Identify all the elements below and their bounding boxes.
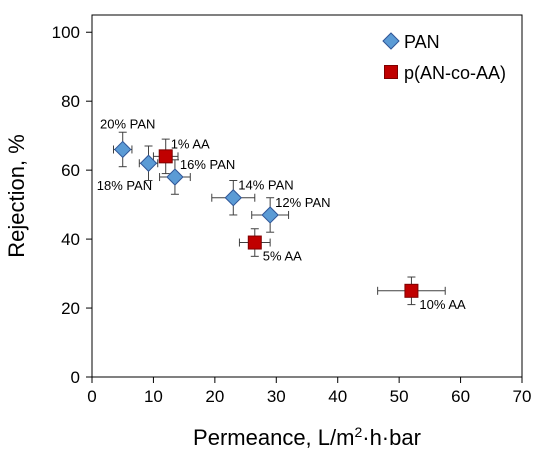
pan-point <box>139 154 158 172</box>
x-tick-label: 60 <box>451 387 470 406</box>
legend-pan-marker <box>382 32 400 50</box>
x-tick-label: 20 <box>205 387 224 406</box>
point-label: 18% PAN <box>97 178 152 193</box>
point-label: 10% AA <box>419 297 466 312</box>
x-tick-label: 30 <box>267 387 286 406</box>
pan-point <box>261 206 279 224</box>
pan-point <box>166 168 184 186</box>
legend-label: PAN <box>404 32 440 52</box>
axes: 0 10 20 30 40 50 60 70 0 20 40 60 80 100 Permeance, L/… <box>4 14 532 450</box>
y-tick-label: 40 <box>61 230 80 249</box>
x-tick-label: 50 <box>390 387 409 406</box>
pan-point <box>114 140 132 159</box>
error-bars <box>113 131 446 306</box>
x-axis-title: Permeance, L/m2·h·bar <box>193 424 421 450</box>
data-markers <box>114 140 419 298</box>
point-label: 14% PAN <box>238 178 293 193</box>
plot-frame <box>91 14 523 378</box>
y-tick-label: 80 <box>61 92 80 111</box>
legend: PAN p(AN-co-AA) <box>382 32 506 83</box>
aa-point <box>158 149 173 164</box>
x-tick-label: 70 <box>513 387 532 406</box>
point-label: 5% AA <box>263 249 302 264</box>
point-label: 16% PAN <box>180 157 235 172</box>
legend-label: p(AN-co-AA) <box>404 63 506 83</box>
x-tick-label: 0 <box>87 387 96 406</box>
y-tick-label: 0 <box>71 368 80 387</box>
legend-aa-marker <box>384 65 398 79</box>
point-label: 20% PAN <box>100 116 155 131</box>
point-label: 1% AA <box>171 136 210 151</box>
aa-point <box>247 235 262 250</box>
y-axis-title: Rejection, % <box>4 134 29 258</box>
point-label: 12% PAN <box>275 195 330 210</box>
y-tick-label: 20 <box>61 299 80 318</box>
x-tick-label: 10 <box>144 387 163 406</box>
pan-point <box>224 189 242 207</box>
y-tick-label: 100 <box>52 23 80 42</box>
aa-point <box>404 283 419 298</box>
x-tick-label: 40 <box>328 387 347 406</box>
y-tick-label: 60 <box>61 161 80 180</box>
